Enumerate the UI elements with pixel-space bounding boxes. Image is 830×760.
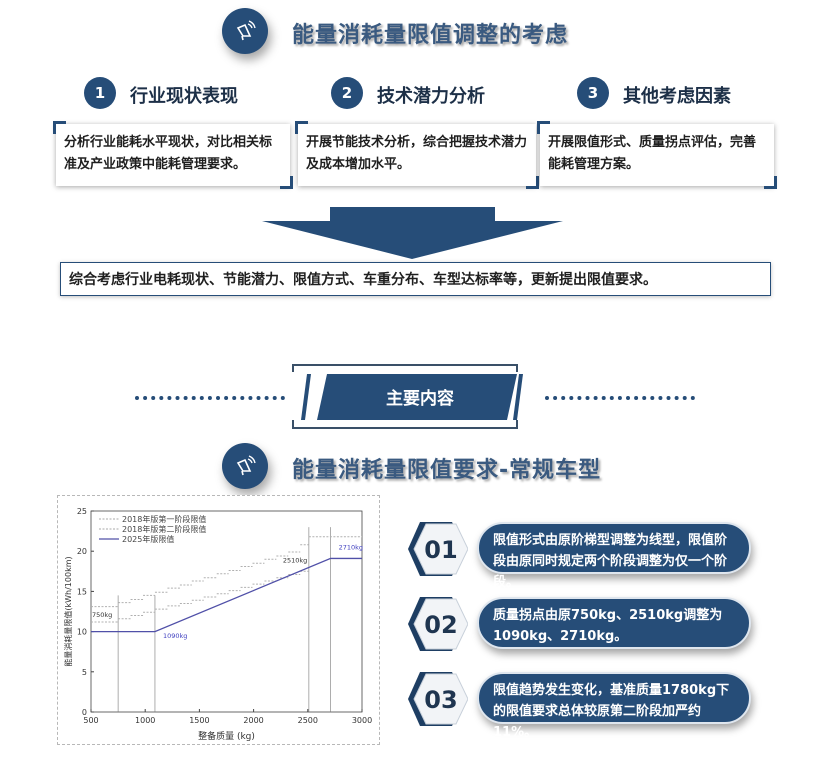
y-tick-label: 5 bbox=[82, 668, 87, 677]
banner-frame bbox=[292, 364, 523, 429]
dotted-divider bbox=[545, 396, 695, 400]
annotation-label: 2510kg bbox=[283, 556, 307, 564]
section-title: 能量消耗量限值要求-常规车型 bbox=[292, 458, 602, 483]
legend-label: 2025年版限值 bbox=[122, 534, 174, 544]
step-number: 3 bbox=[577, 77, 609, 109]
step-description-box: 分析行业能耗水平现状，对比相关标准及产业政策中能耗管理要求。 bbox=[53, 121, 293, 189]
y-tick-label: 0 bbox=[82, 708, 87, 717]
step-description: 开展限值形式、质量拐点评估，完善能耗管理方案。 bbox=[548, 135, 757, 172]
y-axis-label: 能量消耗量限值(kWh/100km) bbox=[63, 556, 73, 666]
item-number: 02 bbox=[424, 611, 457, 639]
summary-box: 综合考虑行业电耗现状、节能潜力、限值方式、车重分布、车型达标率等，更新提出限值要… bbox=[60, 262, 771, 296]
step-description: 分析行业能耗水平现状，对比相关标准及产业政策中能耗管理要求。 bbox=[64, 135, 273, 172]
series-line-2025 bbox=[91, 557, 362, 633]
legend-label: 2018年版第二阶段限值 bbox=[122, 524, 206, 534]
series-line-2 bbox=[91, 570, 309, 623]
item-number-badge: 01 bbox=[408, 522, 468, 576]
annotation-label: 1090kg bbox=[163, 632, 187, 640]
y-tick-label: 10 bbox=[77, 628, 87, 637]
plot-frame bbox=[90, 510, 363, 713]
step-description-box: 开展节能技术分析，综合把握技术潜力及成本增加水平。 bbox=[295, 121, 539, 189]
chart-card: 500 1000 1500 2000 2500 3000 0 5 10 15 20 25 整备质量 (k… bbox=[57, 495, 380, 745]
series-line-1 bbox=[91, 536, 362, 608]
summary-text: 综合考虑行业电耗现状、节能潜力、限值方式、车重分布、车型达标率等，更新提出限值要… bbox=[69, 272, 657, 288]
step-description-box: 开展限值形式、质量拐点评估，完善能耗管理方案。 bbox=[537, 121, 777, 189]
y-tick-label: 25 bbox=[77, 507, 87, 516]
x-tick-label: 1000 bbox=[135, 716, 155, 725]
item-number-badge: 03 bbox=[408, 672, 468, 726]
annotation-label: 2710kg bbox=[339, 544, 363, 552]
x-tick-label: 2000 bbox=[243, 716, 263, 725]
legend-label: 2018年版第一阶段限值 bbox=[122, 514, 206, 524]
x-tick-label: 3000 bbox=[352, 716, 372, 725]
item-text: 限值形式由原阶梯型调整为线型，限值阶段由原同时规定两个阶段调整为仅一个阶段。 bbox=[493, 533, 728, 590]
banner-label: 主要内容 bbox=[386, 389, 454, 409]
step-number: 2 bbox=[331, 77, 363, 109]
item-text: 限值趋势发生变化，基准质量1780kg下的限值要求总体较原第二阶段加严约11%。 bbox=[493, 683, 730, 740]
x-tick-label: 2500 bbox=[298, 716, 318, 725]
megaphone-icon bbox=[222, 443, 268, 489]
step-description: 开展节能技术分析，综合把握技术潜力及成本增加水平。 bbox=[306, 135, 528, 172]
down-arrow-icon bbox=[262, 207, 563, 259]
item-pill: 限值趋势发生变化，基准质量1780kg下的限值要求总体较原第二阶段加严约11%。 bbox=[477, 672, 751, 740]
item-text: 质量拐点由原750kg、2510kg调整为1090kg、2710kg。 bbox=[493, 608, 723, 644]
chart: 500 1000 1500 2000 2500 3000 0 5 10 15 20 25 整备质量 (k… bbox=[63, 507, 372, 742]
megaphone-icon bbox=[222, 8, 268, 54]
section-title: 能量消耗量限值调整的考虑 bbox=[292, 23, 569, 48]
x-tick-label: 1500 bbox=[189, 716, 209, 725]
step-label: 其他考虑因素 bbox=[623, 86, 731, 107]
item-pill: 质量拐点由原750kg、2510kg调整为1090kg、2710kg。 bbox=[477, 597, 751, 649]
step-label: 技术潜力分析 bbox=[377, 86, 485, 107]
item-pill: 限值形式由原阶梯型调整为线型，限值阶段由原同时规定两个阶段调整为仅一个阶段。 bbox=[477, 522, 751, 590]
item-number: 01 bbox=[424, 536, 457, 564]
x-tick-label: 500 bbox=[83, 716, 98, 725]
step-label: 行业现状表现 bbox=[130, 86, 238, 107]
dotted-divider bbox=[135, 396, 285, 400]
item-number: 03 bbox=[424, 686, 457, 714]
y-tick-label: 15 bbox=[77, 587, 87, 596]
y-tick-label: 20 bbox=[77, 547, 87, 556]
item-number-badge: 02 bbox=[408, 597, 468, 651]
step-number: 1 bbox=[84, 77, 116, 109]
x-axis-label: 整备质量 (kg) bbox=[198, 730, 255, 742]
annotation-label: 750kg bbox=[92, 611, 112, 619]
